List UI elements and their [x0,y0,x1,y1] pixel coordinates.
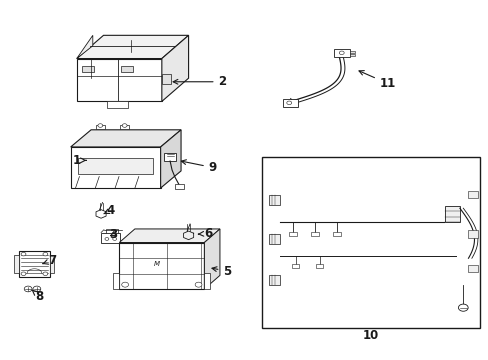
Circle shape [33,286,41,292]
Bar [445,206,459,222]
Bar [467,265,477,272]
Circle shape [98,124,102,127]
Circle shape [105,238,109,240]
Bar [175,184,183,189]
Bar [101,233,119,243]
Bar [96,125,104,129]
Circle shape [458,304,467,311]
Bar [14,255,19,273]
Circle shape [24,286,32,292]
Bar [78,158,153,174]
Text: 11: 11 [358,71,395,90]
Circle shape [21,252,26,256]
Polygon shape [71,130,181,147]
Bar [50,255,54,273]
Text: 6: 6 [198,227,212,240]
Circle shape [195,282,202,287]
Text: 8: 8 [32,289,43,303]
Polygon shape [204,229,220,289]
Bar [77,59,162,102]
Polygon shape [119,229,220,243]
Bar [204,273,210,289]
Bar [268,234,279,244]
Polygon shape [77,35,93,59]
Circle shape [122,124,127,127]
Bar [332,232,340,236]
Bar [291,264,298,268]
Text: 3: 3 [109,228,117,241]
Text: 10: 10 [362,329,378,342]
Bar [349,54,354,56]
Text: 2: 2 [173,75,226,88]
Bar [268,195,279,204]
Text: 7: 7 [43,254,57,267]
Bar [162,73,170,84]
Bar [120,125,129,129]
Polygon shape [77,35,188,59]
Bar [81,66,94,72]
Text: 9: 9 [181,160,217,174]
Bar [71,147,160,188]
Circle shape [339,51,344,55]
Bar [316,264,323,268]
Circle shape [286,101,291,105]
Bar [283,99,297,107]
Polygon shape [160,130,181,188]
Bar [261,157,479,328]
Bar [106,102,127,108]
Circle shape [43,272,48,275]
Bar [113,273,119,289]
Bar [19,251,50,277]
Text: M: M [154,261,160,267]
Bar [310,232,318,236]
Circle shape [21,272,26,275]
Bar [164,153,176,161]
Bar [467,230,477,238]
Bar [349,51,354,53]
Bar [119,243,204,289]
Bar [120,66,132,72]
Bar [268,275,279,285]
Polygon shape [162,35,188,102]
Circle shape [122,282,128,287]
Circle shape [113,238,116,240]
Text: 4: 4 [103,204,115,217]
Bar [467,191,477,198]
Text: 5: 5 [212,265,231,278]
Bar [106,229,118,233]
Bar [288,232,296,236]
Text: 1: 1 [73,154,86,167]
Bar [334,49,349,57]
Circle shape [43,252,48,256]
